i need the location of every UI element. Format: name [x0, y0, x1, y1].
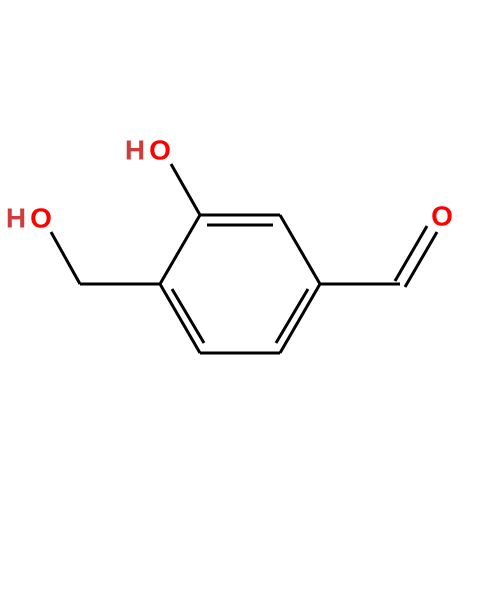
label-h-left: H: [6, 203, 26, 234]
molecule-diagram: H O H O O: [0, 0, 500, 600]
benzene-ring: [160, 215, 320, 353]
bond-ring-top-right: [280, 215, 320, 284]
bond-cho-o-a: [395, 226, 427, 281]
label-o-right: O: [431, 201, 453, 232]
hydroxymethyl-left: H O: [6, 203, 160, 285]
label-h-top: H: [125, 135, 145, 166]
label-o-left: O: [30, 203, 52, 234]
aldehyde-right: O: [320, 201, 453, 288]
bond-cho-o-b: [405, 232, 437, 287]
bond-to-oh-top: [171, 164, 200, 215]
hydroxyl-top: H O: [125, 135, 200, 216]
bond-ch2-to-oh: [51, 232, 80, 284]
bond-ring-right: [280, 284, 320, 353]
label-o-top: O: [149, 135, 171, 166]
bond-ring-bottom-left: [160, 284, 200, 353]
bond-ring-left: [160, 215, 200, 284]
